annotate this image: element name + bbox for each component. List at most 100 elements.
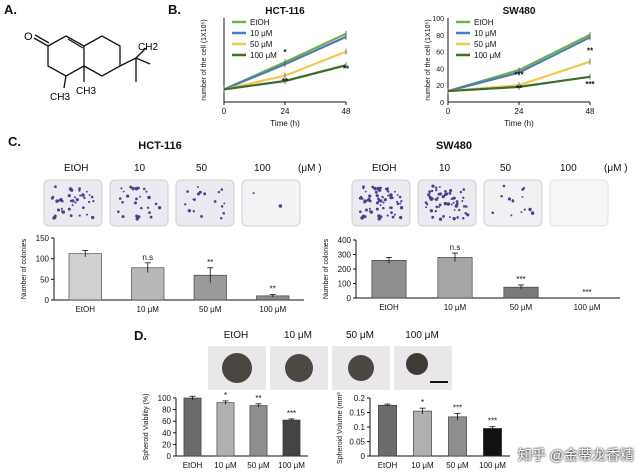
colony-dot	[399, 202, 402, 205]
colony-dot	[117, 210, 120, 214]
colony-dot	[464, 212, 468, 215]
y-tick-label: 0.2	[354, 394, 366, 403]
bar	[448, 416, 467, 457]
sw-dose-50: 50	[500, 163, 512, 174]
significance-label: ***	[582, 288, 591, 297]
colony-dot	[50, 196, 54, 200]
hct-well-50	[175, 179, 235, 227]
colony-dot	[371, 185, 375, 189]
y-axis-label: Spheroid Viability (%)	[143, 394, 150, 461]
colony-dot	[389, 195, 393, 200]
hct-colony-title: HCT-116	[138, 140, 182, 152]
hct-colony-images	[43, 179, 301, 227]
y-tick-label: 400	[338, 236, 352, 245]
y-tick-label: 100	[36, 255, 50, 264]
colony-dot	[364, 190, 367, 193]
y-tick-label: 100	[338, 280, 352, 289]
colony-dot	[434, 198, 437, 201]
colony-dot	[438, 203, 442, 207]
spheroid-images	[208, 346, 452, 390]
colony-dot	[375, 201, 379, 205]
y-tick-label: 300	[338, 251, 352, 260]
methyl-label-1: CH3	[50, 92, 70, 103]
colony-dot	[126, 194, 130, 198]
significance-label: ***	[287, 409, 296, 418]
colony-dot	[223, 202, 226, 205]
colony-dot	[140, 206, 143, 210]
sw-colony-images	[351, 179, 609, 227]
colony-dot	[377, 214, 381, 218]
colony-dot	[362, 185, 365, 189]
legend-label: EtOH	[474, 18, 494, 27]
bar	[483, 428, 502, 457]
colony-dot	[431, 184, 435, 188]
x-tick-label: 100 μM	[259, 305, 286, 314]
colony-dot	[436, 196, 439, 200]
colony-dot	[530, 211, 535, 215]
colony-dot	[131, 186, 135, 191]
colony-dot	[71, 199, 75, 203]
colony-dot	[452, 196, 456, 200]
spheroid-label-50: 50 μM	[346, 330, 374, 341]
colony-dot	[78, 189, 81, 192]
colony-dot	[446, 202, 451, 206]
colony-dot	[382, 201, 385, 204]
colony-dot	[449, 188, 453, 193]
colony-dot	[396, 194, 399, 196]
panel-b-letter: B.	[168, 2, 181, 17]
colony-dot	[427, 193, 430, 197]
significance-label: **	[255, 394, 261, 403]
colony-dot	[120, 187, 123, 190]
x-tick-label: 48	[342, 107, 351, 116]
colony-dot	[391, 215, 395, 219]
colony-dot	[528, 207, 532, 212]
colony-dot	[456, 216, 459, 219]
chemical-structure: O CH3 CH3 CH2	[24, 31, 158, 103]
y-tick-label: 80	[162, 406, 171, 415]
y-tick-label: 40	[162, 429, 171, 438]
x-tick-label: 50 μM	[247, 461, 270, 470]
colony-dot	[429, 209, 434, 213]
bar	[131, 267, 165, 301]
colony-dot	[491, 211, 494, 215]
legend-label: EtOH	[250, 18, 270, 27]
colony-dot	[184, 203, 187, 206]
colony-dot	[79, 194, 82, 197]
significance-label: **	[343, 65, 350, 74]
colony-dot	[362, 187, 365, 190]
colony-dot	[455, 202, 459, 206]
hct-dose-etoh: EtOH	[64, 163, 89, 174]
colony-dot	[375, 207, 379, 211]
bar	[378, 404, 397, 457]
y-axis-label: number of the cell (1X10⁵)	[425, 19, 432, 101]
colony-dot	[55, 199, 59, 203]
y-tick-label: 150	[36, 234, 50, 243]
colony-dot	[396, 200, 399, 204]
sw-growth-chart: SW480 0 24 48 0 20 40 60 80 100 Time (h) number of …	[425, 6, 596, 128]
colony-dot	[458, 208, 461, 212]
spheroid-viability-chart: 0 20 40 60 80 100 Spheroid Viability (%) EtOH * 1…	[143, 392, 308, 470]
significance-label: ***	[514, 71, 524, 80]
x-tick-label: EtOH	[378, 461, 398, 470]
y-tick-label: 0.15	[349, 409, 365, 418]
significance-label: **	[516, 84, 523, 93]
colony-dot	[56, 208, 61, 212]
colony-dot	[88, 194, 91, 196]
colony-dot	[461, 200, 464, 202]
colony-dot	[435, 188, 438, 192]
colony-dot	[71, 204, 74, 207]
colony-dot	[369, 210, 374, 214]
colony-dot	[200, 214, 203, 218]
bar	[183, 397, 202, 457]
spheroid-label-10: 10 μM	[284, 330, 312, 341]
colony-dot	[387, 194, 390, 197]
colony-dot	[381, 195, 384, 198]
legend-label: 10 μM	[250, 29, 273, 38]
colony-dot	[364, 208, 369, 212]
colony-dot	[278, 204, 283, 208]
colony-dot	[400, 207, 403, 210]
panel-c-letter: C.	[8, 134, 21, 149]
colony-dot	[196, 185, 199, 188]
x-tick-label: 0	[446, 107, 451, 116]
methylene-label: CH2	[138, 42, 158, 53]
